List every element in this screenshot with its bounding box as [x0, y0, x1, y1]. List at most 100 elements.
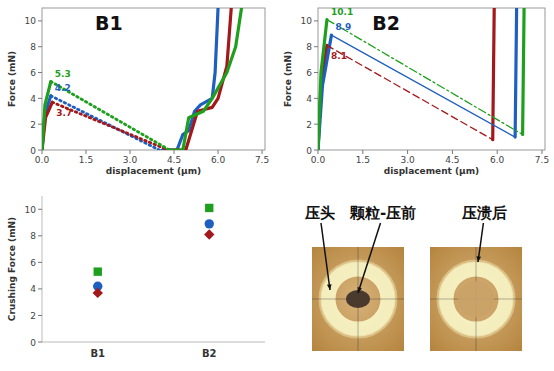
- y-tick-label: 8: [30, 231, 36, 241]
- crushed-area: [458, 281, 494, 317]
- annotation: 10.1: [331, 7, 353, 17]
- x-tick-label: 7.5: [535, 155, 549, 165]
- x-tick-label: B2: [202, 348, 217, 359]
- x-tick: [542, 150, 543, 154]
- y-axis-line: [42, 196, 43, 342]
- y-tick-label: 0: [306, 146, 312, 156]
- y-tick-label: 0: [30, 338, 36, 348]
- photo-label: 压溃后: [461, 204, 507, 222]
- y-tick: [38, 98, 42, 99]
- y-tick-label: 8: [306, 42, 312, 52]
- x-tick-label: 1.5: [79, 155, 93, 165]
- x-tick-label: 6.0: [211, 155, 226, 165]
- annotation: 3.7: [56, 108, 72, 118]
- y-tick: [38, 209, 42, 210]
- points-group: [93, 204, 215, 298]
- arrow-head: [327, 284, 332, 290]
- x-tick: [130, 150, 131, 154]
- x-tick-label: 0.0: [311, 155, 326, 165]
- series-line: [52, 102, 168, 150]
- x-tick: [318, 150, 319, 154]
- y-axis-label: Crushing Force (mN): [7, 217, 17, 321]
- y-tick-label: 8: [30, 42, 36, 52]
- y-tick: [314, 72, 318, 73]
- series-line: [318, 8, 524, 150]
- point: [93, 288, 103, 298]
- x-tick: [86, 150, 87, 154]
- series-line: [42, 8, 242, 150]
- x-tick: [362, 150, 363, 154]
- x-tick: [262, 150, 263, 154]
- label-arrow: [478, 223, 483, 262]
- point: [94, 267, 102, 275]
- series-group: [42, 8, 242, 150]
- x-tick-label: 6.0: [490, 155, 505, 165]
- annotation: 4.2: [55, 83, 71, 93]
- photo-label: 颗粒-压前: [349, 204, 416, 222]
- y-tick: [38, 315, 42, 316]
- series-group: [318, 8, 524, 150]
- y-tick-label: 4: [30, 94, 36, 104]
- x-tick-label: 3.0: [123, 155, 138, 165]
- y-tick-label: 10: [301, 16, 313, 26]
- y-tick: [314, 46, 318, 47]
- chart-title: B1: [95, 12, 123, 34]
- figure: 0 2 4 6 8 10 Force (mN) 0.0 1.5 3.0 4.5 6.0 7.5 displ…: [0, 0, 554, 371]
- point: [204, 229, 214, 239]
- y-tick: [38, 262, 42, 263]
- y-tick-label: 6: [306, 68, 312, 78]
- y-tick: [38, 46, 42, 47]
- photo-label: 压头: [304, 204, 335, 222]
- photo-tile: [430, 247, 522, 351]
- x-tick: [218, 150, 219, 154]
- annotation: 8.9: [335, 22, 351, 32]
- x-tick-label: 1.5: [356, 155, 370, 165]
- point: [205, 219, 214, 228]
- annotation: 8.1: [331, 51, 347, 61]
- y-axis-label: Force (mN): [7, 51, 17, 107]
- x-tick-label: 3.0: [400, 155, 415, 165]
- x-tick: [407, 150, 408, 154]
- x-tick-label: 0.0: [35, 155, 50, 165]
- x-axis-label: displacement (µm): [106, 166, 201, 176]
- plot-frame: [318, 8, 545, 150]
- y-tick-label: 6: [30, 68, 36, 78]
- point: [205, 204, 213, 212]
- series-line: [42, 8, 231, 150]
- y-tick: [314, 98, 318, 99]
- arrow-head: [476, 256, 481, 262]
- y-tick: [38, 150, 42, 151]
- x-axis-label: displacement (µm): [384, 166, 479, 176]
- x-tick: [497, 150, 498, 154]
- series-line: [327, 45, 493, 139]
- y-tick: [314, 20, 318, 21]
- x-tick: [174, 150, 175, 154]
- y-tick: [38, 20, 42, 21]
- y-tick: [38, 288, 42, 289]
- y-tick: [38, 124, 42, 125]
- x-tick-label: B1: [90, 348, 105, 359]
- y-tick-label: 10: [25, 16, 37, 26]
- y-tick: [314, 150, 318, 151]
- y-tick: [38, 72, 42, 73]
- x-tick-label: 7.5: [255, 155, 269, 165]
- y-tick-label: 2: [30, 311, 36, 321]
- plot-frame: [42, 8, 265, 150]
- series-line: [318, 8, 517, 150]
- y-tick-label: 4: [30, 284, 36, 294]
- x-tick-label: 4.5: [167, 155, 181, 165]
- x-axis-line: [42, 342, 265, 343]
- annotation: 5.3: [55, 69, 71, 79]
- y-tick: [38, 342, 42, 343]
- arrow-head: [357, 287, 361, 293]
- x-tick-label: 4.5: [445, 155, 459, 165]
- x-tick: [452, 150, 453, 154]
- y-tick-label: 0: [30, 146, 36, 156]
- series-line: [51, 82, 170, 150]
- x-tick: [42, 150, 43, 154]
- series-line: [327, 20, 523, 135]
- chart-title: B2: [372, 12, 400, 34]
- label-arrow: [321, 223, 330, 290]
- y-tick-label: 2: [306, 120, 312, 130]
- y-tick-label: 10: [25, 205, 37, 215]
